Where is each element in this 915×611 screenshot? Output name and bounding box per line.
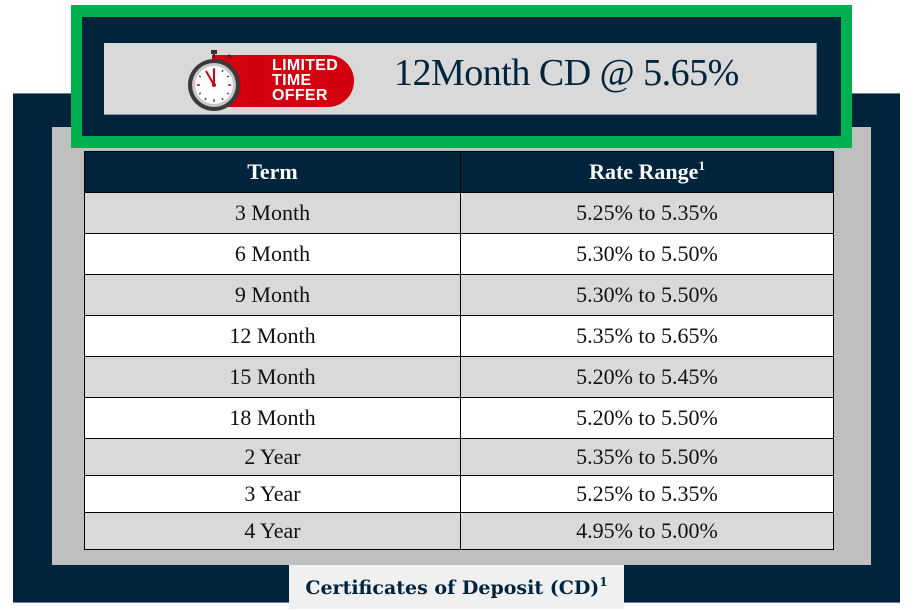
- promo-title-strip: LIMITED TIME OFFER: [104, 43, 817, 115]
- table-row: 15 Month 5.20% to 5.45%: [84, 356, 834, 398]
- offer-line-2: TIME: [272, 72, 312, 89]
- table-row: 4 Year 4.95% to 5.00%: [84, 512, 834, 550]
- column-header-term: Term: [84, 151, 461, 193]
- table-row: 3 Month 5.25% to 5.35%: [84, 192, 834, 234]
- caption-text: Certificates of Deposit (CD): [305, 577, 600, 599]
- offer-line-1: LIMITED: [272, 57, 339, 74]
- rate-cell: 4.95% to 5.00%: [460, 512, 834, 550]
- table-header-row: Term Rate Range1: [84, 151, 834, 193]
- rate-cell: 5.20% to 5.45%: [460, 356, 834, 398]
- limited-time-offer-badge: LIMITED TIME OFFER: [184, 49, 356, 111]
- term-cell: 9 Month: [84, 274, 461, 316]
- rate-cell: 5.35% to 5.50%: [460, 438, 834, 476]
- column-header-rate-range: Rate Range1: [460, 151, 834, 193]
- rate-cell: 5.25% to 5.35%: [460, 475, 834, 513]
- rate-range-label: Rate Range: [589, 159, 699, 184]
- table-row: 12 Month 5.35% to 5.65%: [84, 315, 834, 357]
- rate-cell: 5.20% to 5.50%: [460, 397, 834, 439]
- rate-range-footnote: 1: [698, 158, 705, 173]
- table-row: 9 Month 5.30% to 5.50%: [84, 274, 834, 316]
- promo-headline: 12Month CD @ 5.65%: [394, 52, 739, 94]
- term-cell: 6 Month: [84, 233, 461, 275]
- offer-pill: LIMITED TIME OFFER: [212, 55, 354, 107]
- offer-line-3: OFFER: [272, 87, 328, 104]
- table-row: 3 Year 5.25% to 5.35%: [84, 475, 834, 513]
- offer-text: LIMITED TIME OFFER: [272, 57, 339, 104]
- stopwatch-icon: [188, 50, 240, 111]
- cd-rates-table: Term Rate Range1 3 Month 5.25% to 5.35% …: [84, 151, 834, 550]
- promo-banner: LIMITED TIME OFFER: [71, 5, 852, 148]
- term-cell: 3 Month: [84, 192, 461, 234]
- term-cell: 12 Month: [84, 315, 461, 357]
- term-cell: 15 Month: [84, 356, 461, 398]
- term-cell: 18 Month: [84, 397, 461, 439]
- promo-banner-inner: LIMITED TIME OFFER: [82, 17, 841, 136]
- term-cell: 2 Year: [84, 438, 461, 476]
- rate-cell: 5.25% to 5.35%: [460, 192, 834, 234]
- caption-footnote: 1: [599, 575, 608, 589]
- term-cell: 4 Year: [84, 512, 461, 550]
- term-cell: 3 Year: [84, 475, 461, 513]
- table-caption: Certificates of Deposit (CD)1: [289, 565, 624, 609]
- table-row: 2 Year 5.35% to 5.50%: [84, 438, 834, 476]
- rate-cell: 5.30% to 5.50%: [460, 274, 834, 316]
- table-row: 18 Month 5.20% to 5.50%: [84, 397, 834, 439]
- rate-cell: 5.30% to 5.50%: [460, 233, 834, 275]
- rate-cell: 5.35% to 5.65%: [460, 315, 834, 357]
- table-row: 6 Month 5.30% to 5.50%: [84, 233, 834, 275]
